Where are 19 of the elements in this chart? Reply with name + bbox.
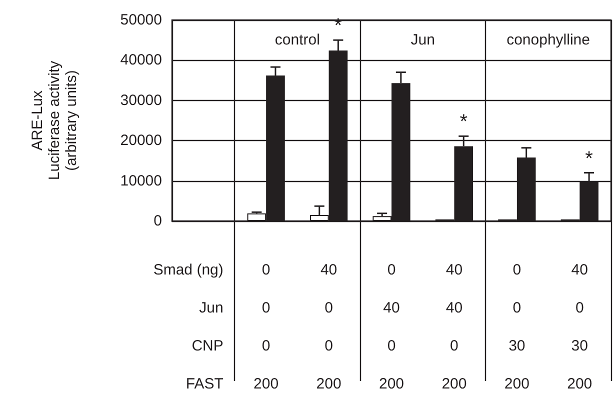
annotation: Jun [410,32,435,49]
y-axis-title: ARE-Lux Luciferase activity (arbitrary units) [29,60,80,180]
category-label: 40 0 30 200 [567,262,592,392]
annotation: conophylline [506,32,590,49]
y-tick-label: 0 [154,212,162,230]
category-label: 0 40 0 200 [378,262,404,392]
category-label: 0 0 30 200 [504,262,530,392]
y-tick-label: 20000 [120,132,162,150]
y-tick-label: 10000 [120,172,162,190]
category-label: 40 40 0 200 [442,262,467,392]
y-tick-label: 40000 [120,52,162,69]
y-tick-label: 30000 [120,92,162,109]
data-label: * [585,148,594,170]
category-label: 0 0 0 200 [254,262,279,392]
category-label: Smad (ng) Jun CNP FAST [153,262,224,392]
data-label: * [460,111,468,134]
y-tick-label: 50000 [120,12,162,28]
annotation: control [274,32,320,49]
category-label: 40 0 0 200 [316,262,342,392]
